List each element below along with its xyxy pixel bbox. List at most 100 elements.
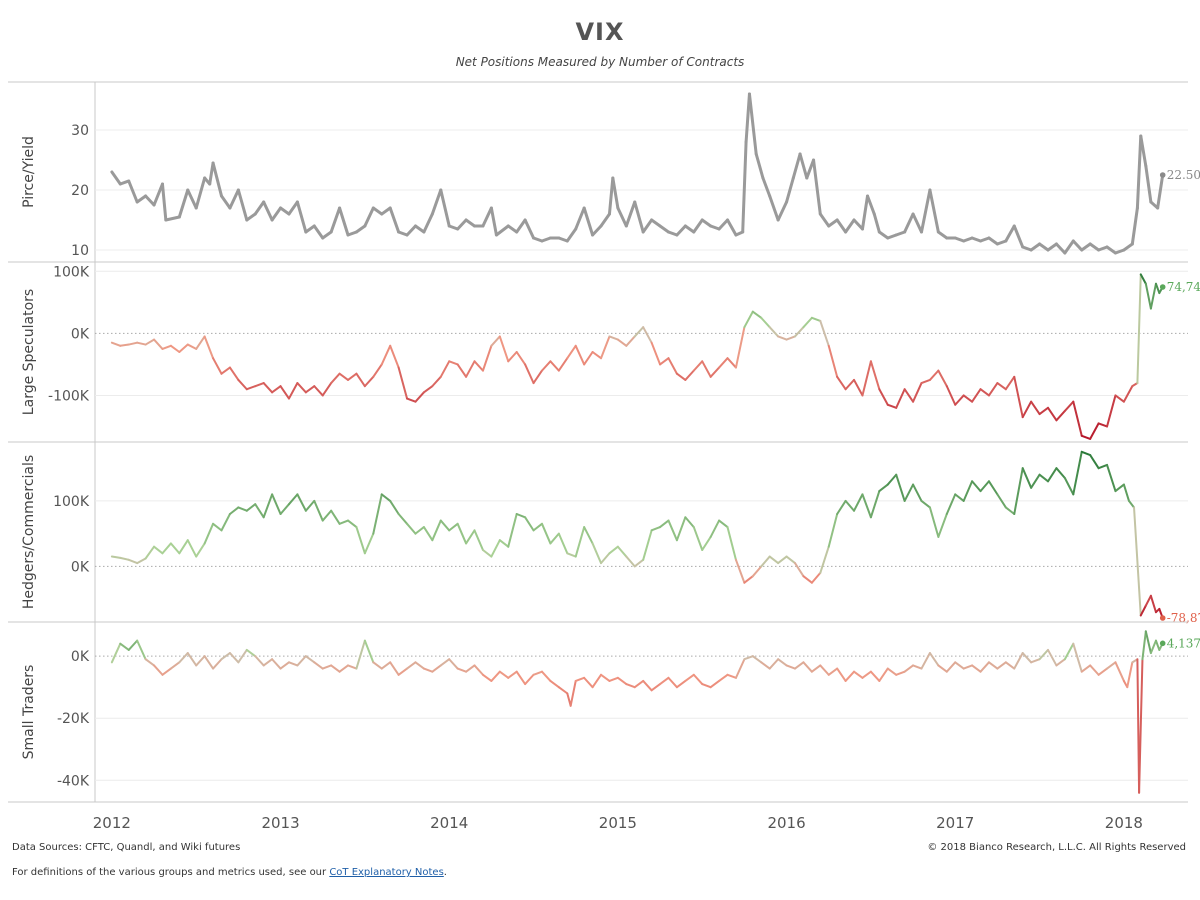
series-segment [1106, 463, 1117, 493]
series-segment [549, 532, 560, 545]
series-segment [600, 673, 611, 682]
series-segment [709, 366, 721, 378]
series-segment [524, 516, 535, 532]
series-segment [608, 335, 619, 341]
series-segment [347, 372, 358, 381]
series-segment [996, 493, 1007, 509]
series-segment [153, 545, 164, 555]
series-segment [878, 483, 889, 493]
series-segment [177, 188, 190, 219]
series-segment [819, 545, 830, 574]
series-segment [903, 483, 915, 502]
series-segment [675, 224, 687, 237]
series-segment [321, 509, 333, 522]
note-prefix: For definitions of the various groups an… [12, 867, 330, 878]
series-segment [1114, 661, 1125, 682]
end-value-label: -78,877 [1167, 611, 1200, 625]
series-segment [498, 335, 510, 363]
series-segment [768, 326, 780, 338]
series-segment [861, 493, 872, 519]
series-segment [507, 513, 518, 548]
series-segment [456, 218, 468, 231]
series-segment [971, 480, 982, 493]
series-segment [110, 555, 122, 559]
series-segment [439, 519, 451, 532]
y-tick-label: 100K [53, 494, 90, 510]
series-segment [692, 526, 704, 551]
series-segment [127, 341, 139, 346]
series-segment [928, 369, 940, 381]
series-segment [279, 385, 290, 400]
series-segment [354, 224, 367, 234]
series-segment [1156, 173, 1165, 210]
series-large-speculators [110, 273, 1164, 440]
series-segment [1038, 473, 1050, 483]
series-segment [583, 676, 594, 689]
series-segment [869, 360, 881, 391]
series-segment [785, 555, 796, 565]
series-segment [338, 519, 350, 525]
series-segment [726, 357, 737, 369]
series-segment [481, 206, 493, 228]
series-segment [1097, 422, 1109, 428]
series-segment [565, 227, 578, 243]
series-segment [456, 363, 468, 378]
series-segment [878, 667, 889, 682]
series-segment [1029, 242, 1042, 252]
series-segment [616, 206, 628, 228]
series-segment [194, 176, 207, 210]
series-segment [650, 526, 662, 532]
y-axis-label: Small Traders [21, 665, 37, 760]
series-segment [625, 555, 636, 568]
y-tick-label: 0K [71, 559, 90, 575]
series-segment [1154, 282, 1161, 295]
series-segment [611, 176, 620, 210]
series-segment [1047, 467, 1058, 483]
series-segment [962, 480, 974, 502]
end-value-label: 4,137 [1167, 636, 1200, 650]
end-point [1159, 172, 1166, 178]
series-segment [212, 522, 223, 532]
series-segment [1126, 661, 1134, 689]
series-segment [852, 218, 864, 231]
series-segment [456, 667, 468, 673]
y-tick-label: 100K [53, 264, 90, 280]
series-segment [1004, 661, 1016, 670]
y-tick-label: 0K [71, 649, 90, 665]
series-segment [625, 683, 636, 689]
series-segment [262, 200, 274, 222]
series-segment [583, 351, 594, 366]
series-segment [793, 326, 805, 338]
x-tick-label: 2013 [261, 814, 299, 832]
series-segment [1122, 242, 1134, 252]
series-segment [853, 670, 864, 679]
series-segment [1055, 467, 1066, 479]
series-segment [287, 493, 299, 506]
series-segment [380, 344, 392, 366]
series-segment [835, 218, 848, 234]
series-segment [701, 683, 712, 689]
series-segment [439, 188, 451, 228]
y-tick-label: -40K [57, 773, 90, 789]
series-segment [465, 360, 476, 378]
series-segment [304, 385, 316, 394]
series-segment [532, 522, 543, 532]
series-segment [793, 562, 805, 578]
series-segment [709, 519, 721, 538]
series-segment [987, 480, 999, 496]
series-segment [1080, 242, 1092, 252]
series-segment [430, 188, 443, 216]
y-tick-label: 10 [71, 243, 89, 259]
x-tick-label: 2016 [767, 814, 805, 832]
series-segment [296, 493, 307, 512]
series-segment [827, 344, 839, 378]
series-segment [920, 499, 931, 509]
series-segment [279, 206, 291, 216]
series-segment [144, 658, 156, 667]
series-segment [574, 344, 586, 366]
cot-notes-link[interactable]: CoT Explanatory Notes [329, 867, 444, 878]
series-segment [549, 679, 560, 689]
series-segment [296, 655, 307, 667]
series-segment [768, 658, 780, 670]
series-segment [262, 382, 274, 394]
